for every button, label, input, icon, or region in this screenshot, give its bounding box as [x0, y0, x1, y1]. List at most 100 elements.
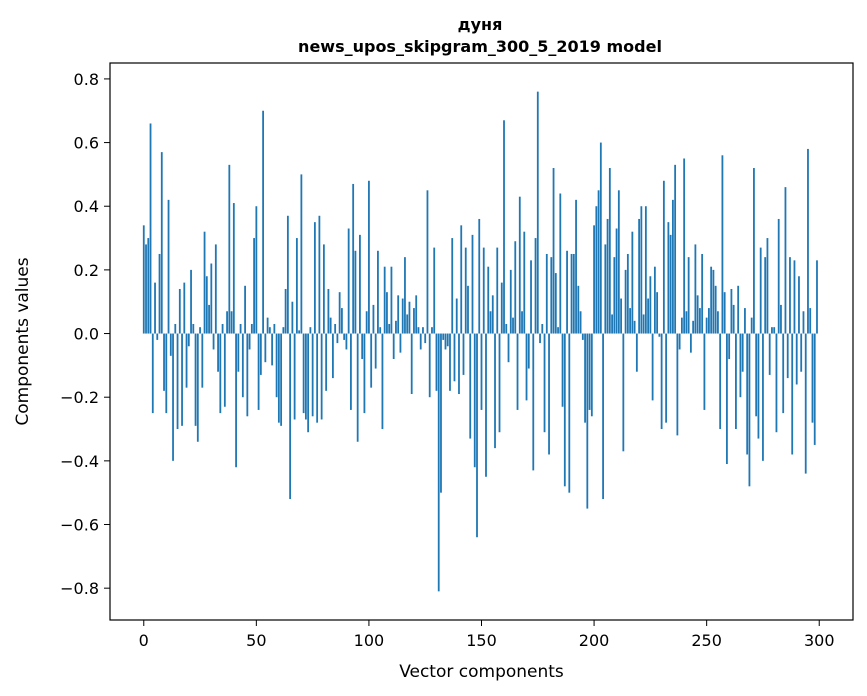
bar-58	[273, 323, 276, 334]
bar-105	[379, 327, 382, 334]
bar-175	[536, 91, 539, 334]
bar-77	[316, 333, 319, 423]
bar-116	[404, 257, 406, 334]
bar-287	[789, 257, 791, 334]
bar-23	[194, 333, 197, 426]
bar-246	[696, 295, 699, 334]
bar-102	[372, 304, 375, 334]
bar-176	[539, 333, 541, 344]
bar-270	[750, 317, 753, 334]
bar-173	[532, 333, 535, 471]
bar-117	[406, 314, 409, 334]
bar-127	[428, 333, 431, 398]
bar-76	[313, 222, 316, 334]
bar-274	[759, 247, 762, 334]
bar-122	[417, 327, 420, 334]
bar-103	[374, 333, 377, 369]
bar-125	[424, 333, 427, 344]
bar-187	[563, 333, 566, 487]
bar-49	[253, 238, 255, 334]
bar-227	[653, 266, 656, 334]
bar-230	[660, 333, 663, 430]
bar-297	[811, 333, 814, 423]
bar-258	[723, 292, 726, 334]
bar-169	[523, 231, 526, 334]
bar-4	[151, 333, 154, 414]
bar-170	[525, 333, 528, 401]
bar-156	[494, 333, 496, 449]
bar-201	[595, 206, 598, 334]
bar-81	[325, 333, 328, 391]
bar-97	[361, 333, 364, 359]
bar-296	[809, 308, 812, 334]
bar-41	[235, 333, 237, 468]
bar-234	[669, 234, 672, 334]
bar-217	[631, 231, 634, 334]
bar-299	[816, 260, 818, 334]
bar-109	[388, 323, 391, 334]
bar-177	[541, 323, 544, 334]
bar-254	[714, 285, 717, 334]
bar-199	[590, 333, 593, 417]
bar-44	[241, 333, 244, 398]
bar-279	[771, 327, 773, 334]
bar-30	[210, 263, 213, 334]
bar-272	[755, 333, 758, 417]
bar-137	[451, 238, 454, 334]
bar-233	[667, 222, 670, 334]
bar-68	[295, 238, 298, 334]
bar-196	[584, 333, 586, 423]
bar-195	[581, 333, 584, 340]
x-tick-label: 100	[354, 631, 385, 650]
y-tick-label: 0.0	[74, 325, 99, 344]
bar-263	[735, 333, 737, 430]
bar-72	[304, 333, 307, 420]
bar-222	[642, 314, 645, 334]
bar-266	[741, 333, 744, 372]
bar-89	[343, 333, 346, 340]
bar-211	[617, 190, 620, 334]
bar-226	[651, 333, 654, 401]
bar-249	[703, 333, 706, 410]
bar-112	[395, 320, 397, 334]
y-tick-label: 0.6	[74, 134, 99, 153]
bar-181	[550, 257, 553, 334]
bar-289	[793, 260, 796, 334]
bar-278	[768, 333, 771, 375]
bar-298	[813, 333, 816, 445]
bar-14	[174, 323, 177, 334]
bar-136	[449, 333, 451, 391]
bar-143	[464, 247, 467, 334]
bar-232	[665, 333, 668, 423]
bar-197	[586, 333, 589, 509]
bar-174	[534, 238, 537, 334]
bar-75	[311, 333, 314, 417]
bar-168	[521, 311, 523, 334]
bar-237	[676, 333, 679, 436]
bar-6	[156, 333, 159, 340]
bar-90	[345, 333, 348, 350]
bar-80	[322, 244, 325, 334]
bar-204	[602, 333, 604, 500]
bar-188	[566, 250, 568, 334]
bar-216	[629, 308, 631, 334]
bar-261	[730, 288, 733, 334]
bar-269	[748, 333, 751, 487]
bar-252	[710, 266, 713, 334]
bar-235	[671, 199, 674, 334]
bar-209	[613, 257, 616, 334]
bar-0	[142, 225, 145, 334]
bar-98	[363, 333, 366, 414]
bar-219	[635, 333, 638, 372]
bar-114	[399, 333, 402, 353]
bar-32	[214, 244, 217, 334]
bar-180	[548, 333, 550, 455]
bar-132	[440, 333, 442, 493]
bar-64	[286, 215, 289, 334]
bar-207	[608, 168, 611, 334]
bar-37	[226, 311, 228, 334]
bar-43	[239, 323, 242, 334]
bar-200	[593, 225, 595, 334]
bar-39	[230, 311, 233, 334]
